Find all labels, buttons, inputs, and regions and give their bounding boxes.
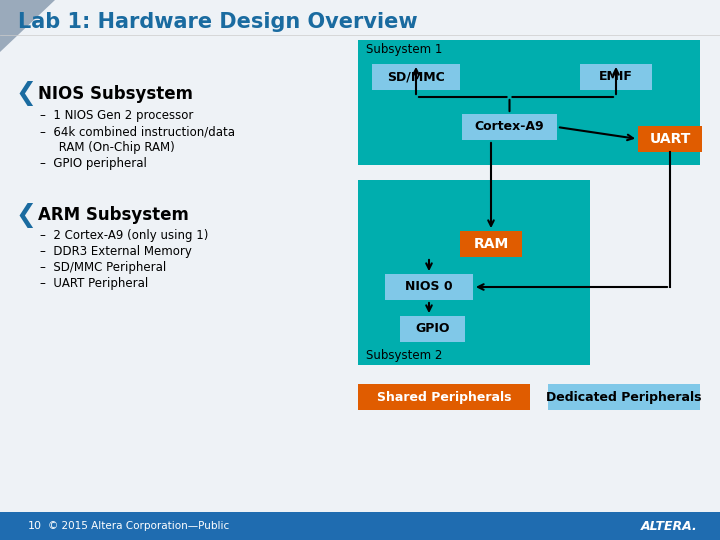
FancyBboxPatch shape <box>358 384 530 410</box>
FancyBboxPatch shape <box>460 231 522 257</box>
Text: –  GPIO peripheral: – GPIO peripheral <box>40 158 147 171</box>
Text: –  UART Peripheral: – UART Peripheral <box>40 278 148 291</box>
Text: –  64k combined instruction/data: – 64k combined instruction/data <box>40 125 235 138</box>
Text: Subsystem 2: Subsystem 2 <box>366 348 442 361</box>
Text: Cortex-A9: Cortex-A9 <box>474 120 544 133</box>
Text: GPIO: GPIO <box>415 322 450 335</box>
Bar <box>0 512 720 540</box>
Bar <box>358 180 590 365</box>
Text: © 2015 Altera Corporation—Public: © 2015 Altera Corporation—Public <box>48 521 229 531</box>
Text: –  2 Cortex-A9 (only using 1): – 2 Cortex-A9 (only using 1) <box>40 230 208 242</box>
Text: ❮: ❮ <box>15 202 36 227</box>
Text: RAM (On-Chip RAM): RAM (On-Chip RAM) <box>40 141 175 154</box>
FancyBboxPatch shape <box>400 316 465 342</box>
FancyBboxPatch shape <box>462 114 557 140</box>
Text: Subsystem 1: Subsystem 1 <box>366 44 442 57</box>
FancyBboxPatch shape <box>372 64 460 90</box>
Text: NIOS 0: NIOS 0 <box>405 280 453 294</box>
Text: RAM: RAM <box>473 237 508 251</box>
FancyBboxPatch shape <box>548 384 700 410</box>
Polygon shape <box>0 0 55 52</box>
Text: ALTERA.: ALTERA. <box>642 519 698 532</box>
FancyBboxPatch shape <box>385 274 473 300</box>
Text: EMIF: EMIF <box>599 71 633 84</box>
Text: UART: UART <box>649 132 690 146</box>
Text: –  SD/MMC Peripheral: – SD/MMC Peripheral <box>40 261 166 274</box>
Text: Shared Peripherals: Shared Peripherals <box>377 390 511 403</box>
Text: –  1 NIOS Gen 2 processor: – 1 NIOS Gen 2 processor <box>40 110 194 123</box>
FancyBboxPatch shape <box>580 64 652 90</box>
Text: –  DDR3 External Memory: – DDR3 External Memory <box>40 246 192 259</box>
FancyBboxPatch shape <box>638 126 702 152</box>
Text: Dedicated Peripherals: Dedicated Peripherals <box>546 390 702 403</box>
Text: Lab 1: Hardware Design Overview: Lab 1: Hardware Design Overview <box>18 12 418 32</box>
Bar <box>358 40 700 165</box>
Text: NIOS Subsystem: NIOS Subsystem <box>38 85 193 103</box>
Text: ARM Subsystem: ARM Subsystem <box>38 206 189 224</box>
Text: SD/MMC: SD/MMC <box>387 71 445 84</box>
Text: ❮: ❮ <box>15 82 36 106</box>
Text: 10: 10 <box>28 521 42 531</box>
